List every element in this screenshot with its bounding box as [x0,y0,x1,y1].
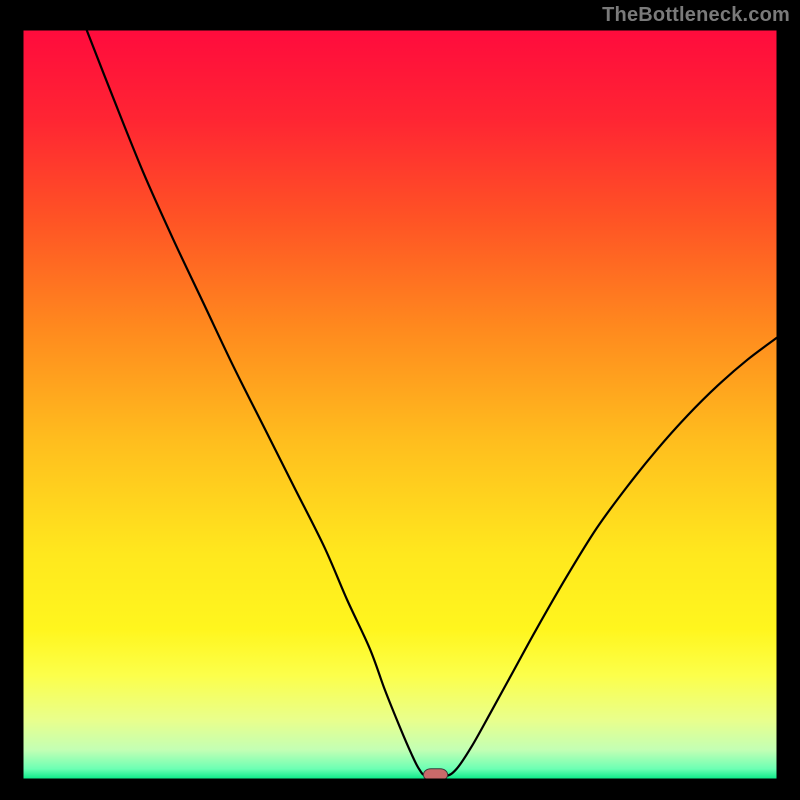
chart-background [22,29,778,780]
bottleneck-chart [0,0,800,800]
